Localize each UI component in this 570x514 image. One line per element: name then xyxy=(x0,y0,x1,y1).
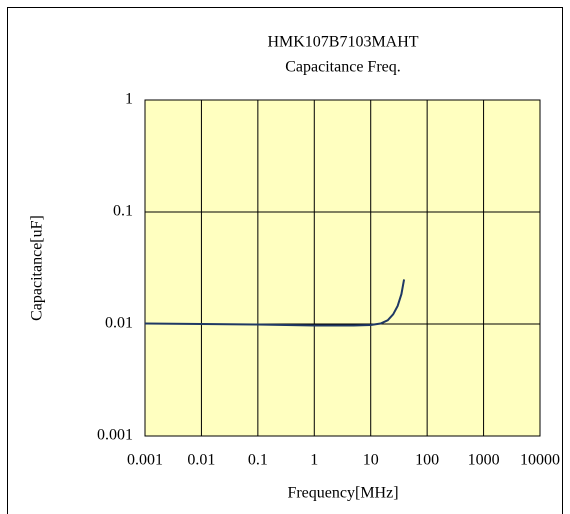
chart-subtitle: Capacitance Freq. xyxy=(285,59,401,76)
x-tick-label: 100 xyxy=(415,452,439,469)
x-tick-label: 10 xyxy=(363,452,379,469)
x-tick-label: 1000 xyxy=(468,452,500,469)
x-tick-label: 1 xyxy=(310,452,318,469)
plot-area xyxy=(144,99,541,437)
x-tick-label: 0.01 xyxy=(187,452,215,469)
data-line xyxy=(144,279,406,327)
y-tick-label: 0.001 xyxy=(97,427,133,444)
y-tick-label: 1 xyxy=(125,91,133,108)
x-axis-label: Frequency[MHz] xyxy=(287,485,398,502)
y-axis-label: Capacitance[uF] xyxy=(29,215,46,321)
chart-title: HMK107B7103MAHT xyxy=(267,34,418,51)
x-tick-label: 10000 xyxy=(520,452,560,469)
x-tick-label: 0.1 xyxy=(248,452,268,469)
y-tick-label: 0.01 xyxy=(105,315,133,332)
x-tick-label: 0.001 xyxy=(127,452,163,469)
y-tick-label: 0.1 xyxy=(113,203,133,220)
